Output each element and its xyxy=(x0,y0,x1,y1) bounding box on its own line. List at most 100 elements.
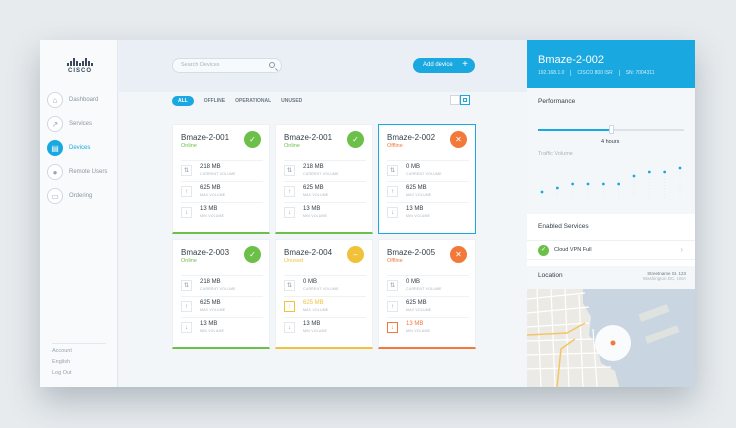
metric-label: MIN VOLUME xyxy=(303,329,328,333)
metric-row: ↑ 625 MB MAX VOLUME xyxy=(387,299,469,317)
metric-value: 218 MB xyxy=(200,164,221,170)
filter-tab-all[interactable]: ALL xyxy=(172,96,194,106)
performance-title: Performance xyxy=(538,98,576,105)
metric-value: 625 MB xyxy=(406,300,427,306)
metric-row: ↑ 625 MB MAX VOLUME xyxy=(284,184,366,202)
metric-row: ↓ 13 MB MIN VOLUME xyxy=(387,320,469,338)
grid-view-button[interactable] xyxy=(460,95,470,105)
language-link[interactable]: English xyxy=(52,359,71,365)
device-name: Bmaze-2-001 xyxy=(181,133,230,142)
slider-thumb[interactable] xyxy=(609,125,614,134)
filter-tabs: ALL OFFLINE OPERATIONAL UNUSED xyxy=(172,96,312,106)
search-input[interactable]: Search Devices xyxy=(172,58,282,73)
logo-text: CISCO xyxy=(67,68,92,74)
metric-row: ⇅ 218 MB CURRENT VOLUME xyxy=(181,278,263,296)
sidebar-item-devices[interactable]: ▤ Devices xyxy=(47,136,117,160)
metric-value: 13 MB xyxy=(406,321,424,327)
arrow-down-icon: ↓ xyxy=(181,207,192,218)
metric-label: MAX VOLUME xyxy=(200,193,226,197)
filter-tab-offline[interactable]: OFFLINE xyxy=(203,98,226,104)
device-card[interactable]: Bmaze-2-003 Online ✓ ⇅ 218 MB CURRENT VOLUME ↑… xyxy=(172,239,270,349)
metric-label: MAX VOLUME xyxy=(406,193,432,197)
device-ip: 192.168.1.0 xyxy=(538,70,572,76)
device-card[interactable]: Bmaze-2-002 Offline ✕ ⇅ 0 MB CURRENT VOLUME ↑ 6… xyxy=(378,124,476,234)
sidebar-item-remote-users[interactable]: ● Remote Users xyxy=(47,160,117,184)
metric-value: 0 MB xyxy=(303,279,318,285)
sidebar-item-label: Dashboard xyxy=(69,97,99,103)
sidebar-nav: ⌂ Dashboard ↗ Services ▤ Devices ● Remote Users… xyxy=(47,88,117,208)
metric-divider xyxy=(284,202,366,203)
sidebar-item-label: Remote Users xyxy=(69,169,108,175)
arrow-down-icon: ↓ xyxy=(387,207,398,218)
transfer-icon: ⇅ xyxy=(387,280,398,291)
close-icon: ✕ xyxy=(450,131,467,148)
traffic-point xyxy=(617,182,621,186)
sidebar: CISCO ⌂ Dashboard ↗ Services ▤ Devices ● Remote… xyxy=(40,40,118,387)
slider-fill xyxy=(538,129,611,131)
transfer-icon: ⇅ xyxy=(181,280,192,291)
add-device-button[interactable]: Add device + xyxy=(413,58,475,73)
arrow-up-icon: ↑ xyxy=(284,186,295,197)
traffic-point xyxy=(663,170,667,174)
metric-row: ⇅ 218 MB CURRENT VOLUME xyxy=(181,163,263,181)
traffic-point xyxy=(555,186,559,190)
panel-header: Bmaze-2-002 192.168.1.0 CISCO 800 ISR SN… xyxy=(527,40,695,88)
arrow-up-icon: ↑ xyxy=(284,301,295,312)
metric-value: 218 MB xyxy=(200,279,221,285)
filter-tab-unused[interactable]: UNUSED xyxy=(281,98,303,104)
search-icon[interactable] xyxy=(269,62,275,68)
metric-label: MAX VOLUME xyxy=(303,193,329,197)
metric-divider xyxy=(181,275,263,276)
slider-value: 4 hours xyxy=(601,139,620,145)
sidebar-item-dashboard[interactable]: ⌂ Dashboard xyxy=(47,88,117,112)
app-window: CISCO ⌂ Dashboard ↗ Services ▤ Devices ● Remote… xyxy=(40,40,695,387)
time-range-slider[interactable] xyxy=(538,125,684,134)
list-view-button[interactable] xyxy=(450,95,460,105)
device-serial: SN: 7004311 xyxy=(625,70,655,76)
device-info: 192.168.1.0 CISCO 800 ISR SN: 7004311 xyxy=(538,70,667,76)
metric-row: ↓ 13 MB MIN VOLUME xyxy=(181,205,263,223)
sidebar-divider xyxy=(52,343,106,344)
address-line-1: Streetname St. 123 xyxy=(647,271,686,276)
grid-icon xyxy=(463,98,467,102)
logout-link[interactable]: Log Out xyxy=(52,370,72,376)
metric-label: MIN VOLUME xyxy=(200,329,225,333)
service-row[interactable]: ✓ Cloud VPN Full › xyxy=(527,240,695,260)
device-card[interactable]: Bmaze-2-001 Online ✓ ⇅ 218 MB CURRENT VOLUME ↑… xyxy=(172,124,270,234)
metric-row: ↓ 13 MB MIN VOLUME xyxy=(387,205,469,223)
services-title: Enabled Services xyxy=(538,223,589,230)
traffic-point xyxy=(540,190,544,194)
metric-label: MIN VOLUME xyxy=(406,214,431,218)
device-status: Online xyxy=(181,143,197,149)
location-map[interactable] xyxy=(527,289,695,387)
metric-value: 625 MB xyxy=(200,300,221,306)
device-name: Bmaze-2-002 xyxy=(387,133,436,142)
metric-label: CURRENT VOLUME xyxy=(406,287,442,291)
device-card[interactable]: Bmaze-2-001 Online ✓ ⇅ 218 MB CURRENT VOLUME ↑… xyxy=(275,124,373,234)
sidebar-item-ordering[interactable]: ▭ Ordering xyxy=(47,184,117,208)
metric-value: 0 MB xyxy=(406,279,421,285)
metric-label: MAX VOLUME xyxy=(200,308,226,312)
device-card[interactable]: Bmaze-2-004 Unused – ⇅ 0 MB CURRENT VOLUME ↑ 62… xyxy=(275,239,373,349)
check-icon: ✓ xyxy=(244,246,261,263)
location-address: Streetname St. 123 Washington DC, USA xyxy=(643,271,686,281)
metric-value: 625 MB xyxy=(200,185,221,191)
metric-row: ↓ 13 MB MIN VOLUME xyxy=(284,205,366,223)
close-icon: ✕ xyxy=(450,246,467,263)
device-status: Online xyxy=(181,258,197,264)
metric-label: MIN VOLUME xyxy=(406,329,431,333)
metric-value: 13 MB xyxy=(303,206,321,212)
device-status: Offline xyxy=(387,258,403,264)
metric-divider xyxy=(284,317,366,318)
arrow-up-icon: ↑ xyxy=(387,186,398,197)
arrow-up-icon: ↑ xyxy=(181,186,192,197)
user-icon: ● xyxy=(47,164,63,180)
location-title: Location xyxy=(538,272,563,279)
sidebar-item-services[interactable]: ↗ Services xyxy=(47,112,117,136)
filter-tab-operational[interactable]: OPERATIONAL xyxy=(235,98,272,104)
transfer-icon: ⇅ xyxy=(284,165,295,176)
account-link[interactable]: Account xyxy=(52,348,72,354)
metric-value: 13 MB xyxy=(200,206,218,212)
device-card[interactable]: Bmaze-2-005 Offline ✕ ⇅ 0 MB CURRENT VOLUME ↑ 6… xyxy=(378,239,476,349)
device-name: Bmaze-2-003 xyxy=(181,248,230,257)
